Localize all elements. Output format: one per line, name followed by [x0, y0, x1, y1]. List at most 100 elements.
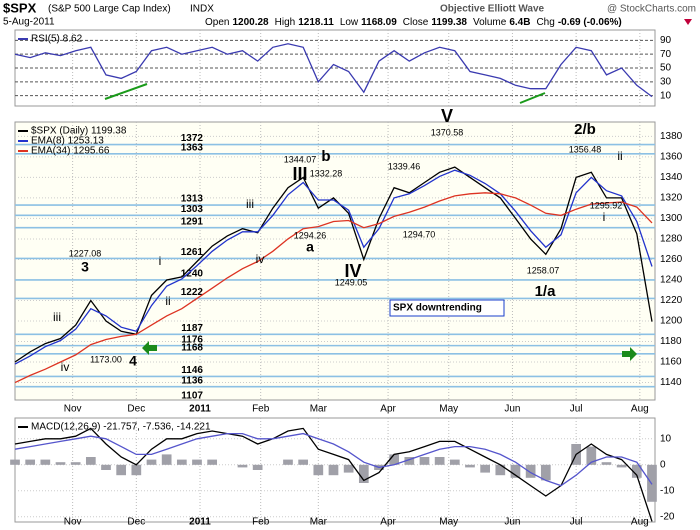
wave-label: 2/b	[574, 121, 596, 138]
x-tick-label: Mar	[310, 404, 328, 415]
x-tick-label: Apr	[380, 517, 396, 528]
x-tick-label: Apr	[380, 404, 396, 415]
series-line	[14, 192, 653, 384]
wave-label: b	[321, 148, 330, 165]
y-tick-label: 30	[660, 76, 672, 87]
wave-label: 4	[129, 353, 137, 369]
quote-label: Low	[340, 17, 359, 28]
level-label: 1136	[181, 375, 203, 386]
y-tick-label: 1220	[660, 295, 683, 306]
histogram-bar	[237, 464, 248, 468]
x-tick-label: Feb	[252, 517, 270, 528]
date: 5-Aug-2011	[3, 17, 55, 28]
level-label: 1291	[181, 216, 204, 227]
legend-label: EMA(8) 1253.13	[31, 136, 104, 147]
legend-label: MACD(12,26,9) -21.757, -7.536, -14.221	[31, 422, 211, 433]
level-label: 1303	[181, 204, 204, 215]
histogram-bar	[343, 464, 354, 473]
price-label: 1249.05	[335, 277, 368, 287]
histogram-bar	[358, 464, 369, 483]
histogram-bar	[116, 464, 127, 476]
x-tick-label: 2011	[189, 517, 211, 528]
wave-label: iii	[246, 197, 254, 211]
histogram-bar	[510, 464, 521, 478]
price-label: 1332.28	[310, 168, 343, 178]
callout-box	[389, 299, 505, 317]
quote: Open 1200.28 High 1218.11 Low 1168.09 Close 119…	[205, 17, 622, 28]
histogram-bar	[389, 454, 399, 465]
histogram-bar	[434, 457, 445, 465]
y-tick-label: 1280	[660, 234, 683, 245]
level-label: 1176	[181, 334, 203, 345]
histogram-bar	[298, 459, 309, 465]
price-label: 1227.08	[69, 248, 102, 258]
histogram-bar	[25, 459, 36, 465]
price-label: 1173.00	[90, 354, 122, 364]
histogram-bar	[586, 446, 597, 465]
y-tick-label: 50	[660, 63, 672, 74]
histogram-bar	[465, 464, 475, 468]
price-label: 1344.07	[284, 154, 317, 164]
y-tick-label: 10	[660, 90, 672, 101]
level-label: 1146	[181, 365, 203, 376]
x-tick-label: Dec	[127, 517, 145, 528]
price-label: 1370.58	[431, 127, 464, 137]
arrow-left	[142, 341, 157, 355]
y-tick-label: -10	[660, 485, 675, 496]
index-name: (S&P 500 Large Cap Index)	[48, 4, 171, 15]
quote-label: Open	[205, 17, 229, 28]
rsi-trendline	[104, 83, 148, 100]
y-tick-label: 1140	[660, 377, 682, 388]
wave-label: 1/a	[535, 283, 557, 300]
price-label: 1294.26	[294, 230, 327, 240]
histogram-bar	[283, 459, 293, 465]
histogram-bar	[161, 454, 172, 465]
histogram-bar	[70, 462, 81, 465]
rsi-trendline	[519, 92, 546, 104]
level-label: 1222	[181, 287, 204, 298]
price-label: 1356.48	[569, 144, 602, 154]
wave-label: iv	[61, 360, 70, 374]
histogram-bar	[495, 464, 506, 476]
histogram-bar	[616, 464, 627, 468]
x-tick-label: Nov	[64, 404, 82, 415]
histogram-bar	[252, 464, 263, 470]
y-tick-label: 1320	[660, 193, 683, 204]
x-tick-label: Dec	[127, 404, 145, 415]
x-tick-label: Jul	[570, 517, 583, 528]
y-tick-label: 1240	[660, 275, 683, 286]
exchange: INDX	[190, 4, 214, 15]
wave-label: i	[159, 254, 162, 268]
wave-label: 3	[81, 259, 89, 275]
y-tick-label: 1180	[660, 336, 682, 347]
quote-value: 1200.28	[232, 17, 269, 28]
x-tick-label: Feb	[252, 404, 270, 415]
series-line	[14, 427, 653, 522]
series-line	[14, 432, 653, 487]
ticker: $SPX	[3, 0, 37, 15]
histogram-bar	[55, 462, 66, 465]
histogram-bar	[328, 464, 339, 476]
histogram-bar	[419, 457, 430, 465]
source: @ StockCharts.com	[607, 4, 696, 15]
wave-label: i	[603, 210, 606, 224]
wave-label: iii	[53, 310, 61, 324]
y-tick-label: -20	[660, 511, 675, 522]
y-tick-label: 70	[660, 49, 672, 60]
histogram-bar	[601, 462, 612, 465]
y-tick-label: 1300	[660, 213, 683, 224]
quote-label: High	[275, 17, 296, 28]
histogram-bar	[313, 464, 324, 476]
wave-label: ii	[617, 149, 622, 163]
wave-label: V	[441, 106, 453, 126]
wave-label: a	[306, 239, 314, 255]
x-tick-label: Jun	[504, 517, 520, 528]
x-tick-label: Mar	[310, 517, 328, 528]
histogram-bar	[525, 464, 536, 478]
brand: Objective Elliott Wave	[440, 4, 545, 15]
level-label: 1372	[181, 133, 204, 144]
quote-value: 1218.11	[298, 17, 334, 28]
callout: SPX downtrending	[393, 303, 482, 314]
arrow-right	[622, 347, 637, 361]
